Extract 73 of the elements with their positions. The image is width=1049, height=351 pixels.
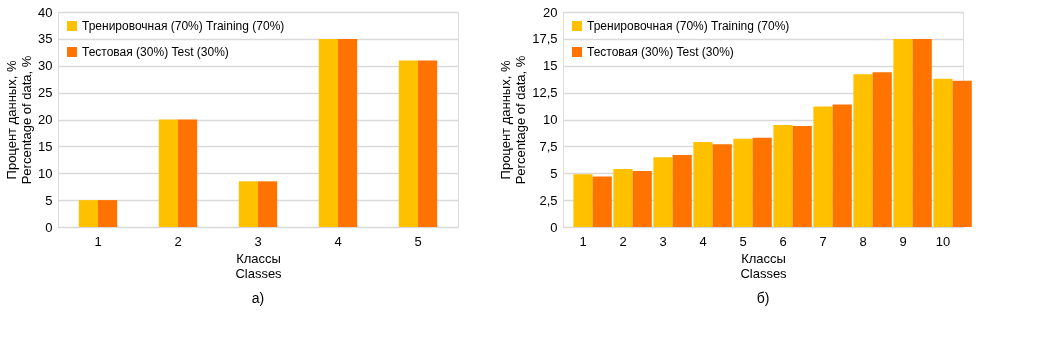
bar — [573, 174, 593, 227]
y-tick-label: 5 — [550, 165, 558, 181]
bar — [98, 200, 118, 227]
text: б) — [756, 290, 770, 306]
y-tick-label: 7,5 — [539, 138, 558, 154]
bar — [653, 157, 673, 227]
bar — [872, 72, 892, 227]
y-tick-label: 40 — [38, 4, 53, 20]
y-tick-label: 10 — [543, 112, 558, 127]
x-tick-label: 9 — [899, 233, 907, 249]
x-tick-label: 10 — [935, 233, 951, 249]
y-tick-label: 0 — [550, 219, 558, 235]
legend-label: Тестовая (30%) Test (30%) — [82, 45, 229, 59]
x-tick-label: 5 — [739, 233, 747, 249]
bar — [338, 38, 358, 227]
x-axis-title: Классы Classes — [235, 250, 283, 281]
bar — [592, 176, 612, 227]
x-tick-label: 4 — [334, 233, 342, 249]
x-tick-label: 3 — [659, 233, 667, 249]
bar — [712, 144, 732, 227]
y-tick-label: 10 — [38, 165, 53, 181]
y-tick-label: 15 — [543, 58, 558, 74]
y-tick-label: 35 — [38, 31, 53, 47]
bar — [792, 125, 812, 227]
bar — [418, 60, 438, 227]
x-tick-label: 1 — [579, 233, 587, 249]
bar — [733, 138, 753, 227]
y-tick-label: 2,5 — [539, 192, 558, 208]
bar — [893, 38, 913, 227]
y-tick-label: 15 — [38, 138, 53, 154]
y-tick-label: 12,5 — [532, 85, 558, 101]
bar — [853, 74, 873, 227]
legend-label: Тренировочная (70%) Training (70%) — [82, 19, 285, 33]
y-tick-label: 25 — [38, 85, 53, 101]
y-tick-label: 5 — [45, 192, 53, 208]
bar — [613, 168, 633, 227]
bar — [238, 181, 258, 227]
bar — [912, 38, 932, 227]
text: а) — [251, 290, 265, 306]
x-tick-label: 6 — [779, 233, 787, 249]
bar — [693, 142, 713, 227]
bar — [258, 181, 278, 227]
y-tick-label: 20 — [38, 112, 53, 127]
bar — [158, 119, 178, 227]
x-tick-label: 1 — [94, 233, 102, 249]
bar — [78, 200, 98, 227]
x-tick-label: 2 — [174, 233, 182, 249]
bar — [672, 154, 692, 227]
y-tick-label: 20 — [543, 4, 558, 20]
bar — [178, 119, 198, 227]
bar — [813, 106, 833, 227]
x-tick-label: 5 — [414, 233, 422, 249]
x-tick-label: 7 — [819, 233, 827, 249]
y-tick-label: 0 — [45, 219, 53, 235]
bar — [773, 124, 793, 227]
x-axis-title: Классы Classes — [740, 250, 788, 281]
bar — [632, 171, 652, 227]
y-tick-label: 30 — [38, 58, 53, 74]
y-axis-title: Процент данных, % Percentage of data, % — [4, 55, 35, 185]
legend-label: Тестовая (30%) Test (30%) — [587, 45, 734, 59]
y-tick-label: 17,5 — [532, 31, 558, 47]
y-axis-title: Процент данных, % Percentage of data, % — [498, 55, 529, 185]
bar — [752, 137, 772, 227]
x-tick-label: 3 — [254, 233, 262, 249]
x-tick-label: 4 — [699, 233, 707, 249]
bar — [398, 60, 418, 227]
bar — [933, 78, 953, 227]
legend-label: Тренировочная (70%) Training (70%) — [587, 19, 790, 33]
bar — [318, 38, 338, 227]
x-tick-label: 8 — [859, 233, 867, 249]
bar — [832, 104, 852, 227]
bar — [952, 80, 972, 227]
x-tick-label: 2 — [619, 233, 627, 249]
